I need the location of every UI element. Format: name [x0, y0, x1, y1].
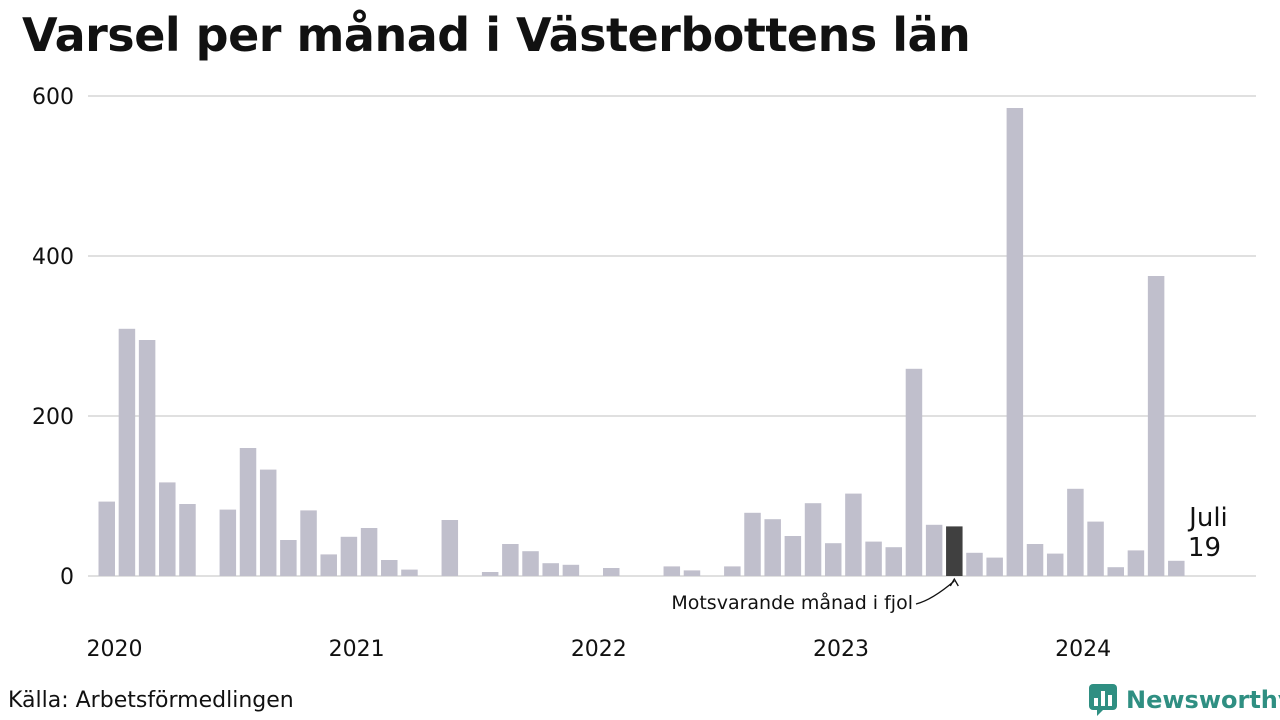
bar-2022-12 — [804, 503, 822, 576]
x-tick-label: 2020 — [87, 637, 143, 662]
annotation-arrow — [915, 580, 955, 605]
bar-chart: 0 200 400 600 2020 2021 2022 2023 2024 Motsvara… — [32, 85, 1256, 662]
bar-2023-04 — [885, 547, 903, 576]
chart-title: Varsel per månad i Västerbottens län — [22, 8, 971, 62]
bar-2023-10 — [1006, 108, 1024, 576]
bar-2021-02 — [360, 528, 378, 576]
bar-2023-01 — [824, 543, 842, 576]
bar-2024-05 — [1147, 276, 1165, 576]
y-axis-ticks: 0 200 400 600 — [32, 85, 74, 590]
source-note: Källa: Arbetsförmedlingen — [8, 688, 294, 713]
bar-2024-02 — [1087, 521, 1104, 576]
bar-2021-09 — [502, 544, 519, 576]
bar-2023-08 — [966, 552, 983, 576]
bar-2023-09 — [986, 557, 1003, 576]
annotation-arrowhead — [949, 577, 959, 587]
bar-2020-09 — [259, 469, 277, 576]
bar-2023-11 — [1026, 544, 1044, 576]
bar-2022-06 — [683, 570, 701, 576]
bar-2021-11 — [542, 563, 559, 576]
x-tick-label: 2023 — [813, 637, 869, 662]
brand-logo[interactable]: Newsworthy — [1088, 683, 1280, 717]
y-tick-label: 200 — [32, 405, 74, 430]
bar-2020-08 — [239, 448, 257, 576]
bar-2024-04 — [1127, 550, 1145, 576]
bar-2023-05 — [905, 368, 923, 576]
x-tick-label: 2024 — [1055, 637, 1111, 662]
x-tick-label: 2021 — [329, 637, 385, 662]
bar-2021-04 — [401, 569, 418, 576]
bar-2021-06 — [441, 520, 459, 576]
bar-2020-12 — [320, 554, 337, 576]
brand-name: Newsworthy — [1126, 686, 1280, 714]
bar-2020-05 — [179, 504, 196, 576]
x-tick-label: 2022 — [571, 637, 627, 662]
y-tick-label: 400 — [32, 245, 74, 270]
bar-2023-02 — [845, 493, 862, 576]
bar-2020-11 — [300, 510, 317, 576]
bar-2020-04 — [159, 482, 176, 576]
bar-2023-07 — [946, 526, 963, 576]
bar-2024-03 — [1107, 567, 1124, 576]
newsworthy-logo-icon — [1089, 684, 1117, 716]
bar-2021-08 — [481, 572, 499, 576]
bar-2024-06 — [1168, 560, 1185, 576]
bar-2022-11 — [784, 536, 802, 576]
bar-2022-05 — [663, 566, 681, 576]
x-axis-ticks: 2020 2021 2022 2023 2024 — [87, 637, 1112, 662]
bar-2024-01 — [1067, 488, 1084, 576]
bars — [98, 108, 1185, 576]
bar-2020-10 — [280, 540, 297, 576]
bar-2020-03 — [138, 340, 156, 576]
bar-2023-06 — [925, 524, 943, 576]
bar-2023-03 — [865, 541, 882, 576]
y-tick-label: 600 — [32, 85, 74, 110]
bar-2020-07 — [219, 509, 237, 576]
y-tick-label: 0 — [60, 565, 74, 590]
bar-2022-09 — [744, 512, 761, 576]
bar-2021-01 — [340, 536, 358, 576]
bar-2022-08 — [724, 566, 741, 576]
bar-2020-02 — [118, 328, 136, 576]
current-month-value: 19 — [1188, 533, 1221, 563]
bar-2022-10 — [764, 519, 781, 576]
previous-year-annotation: Motsvarande månad i fjol — [671, 591, 913, 614]
bar-2020-01 — [98, 501, 115, 576]
bar-2023-12 — [1046, 553, 1064, 576]
bar-2022-02 — [603, 568, 620, 576]
current-month-label: Juli — [1187, 503, 1228, 533]
bar-2021-10 — [522, 551, 539, 576]
bar-2021-03 — [381, 560, 398, 576]
bar-2021-12 — [562, 564, 580, 576]
